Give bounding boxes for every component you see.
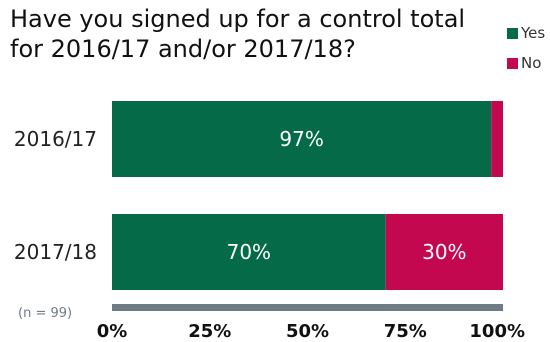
- x-tick-label-1: 25%: [188, 321, 231, 342]
- legend-label-no: No: [521, 54, 542, 72]
- legend-item-no: No: [507, 48, 545, 78]
- x-tick-label-4: 100%: [469, 321, 525, 342]
- bar-no-1: [385, 214, 503, 290]
- bar-yes-1: [112, 214, 386, 290]
- legend-item-yes: Yes: [507, 18, 545, 48]
- legend-swatch-yes: [507, 27, 518, 39]
- x-tick-label-3: 75%: [384, 321, 427, 342]
- sample-size-note: (n = 99): [18, 306, 73, 321]
- bar-no-0: [491, 101, 503, 177]
- chart-title: Have you signed up for a control total f…: [10, 5, 466, 63]
- x-axis-line: [112, 304, 503, 311]
- legend-label-yes: Yes: [521, 24, 546, 42]
- data-label-yes-0: 97%: [279, 127, 323, 151]
- bar-yes-0: [112, 101, 492, 177]
- x-tick-label-0: 0%: [97, 321, 128, 342]
- x-tick-label-2: 50%: [286, 321, 329, 342]
- legend-swatch-no: [507, 57, 518, 69]
- category-label-0: 2016/17: [14, 127, 97, 151]
- data-label-yes-1: 70%: [227, 240, 271, 264]
- category-label-1: 2017/18: [14, 240, 97, 264]
- data-label-no-1: 30%: [422, 240, 466, 264]
- legend: Yes No: [507, 18, 545, 78]
